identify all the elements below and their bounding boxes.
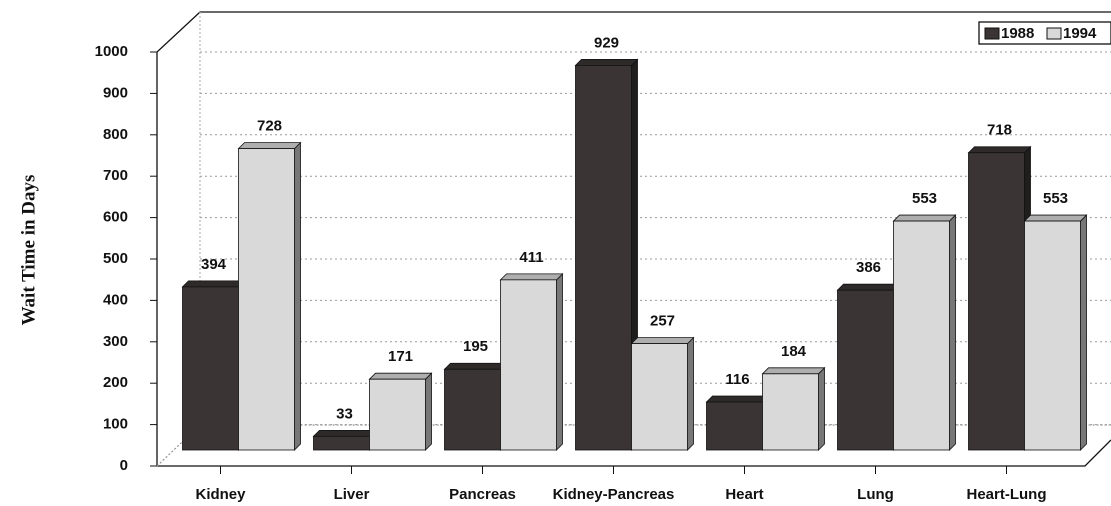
bar-side: [294, 141, 301, 451]
bar-front: [893, 220, 950, 451]
value-label: 553: [912, 190, 937, 207]
frame-floor: [157, 439, 1111, 467]
bar-top: [705, 395, 770, 403]
value-label: 257: [650, 313, 675, 330]
legend: 1988 1994: [978, 21, 1111, 45]
legend-box: [978, 21, 1111, 45]
x-tick-label: Liver: [334, 486, 370, 503]
bar: [967, 145, 1032, 451]
value-label: 195: [463, 338, 488, 355]
bar-top: [443, 362, 508, 370]
bar-top: [761, 367, 826, 375]
value-label: 553: [1043, 190, 1068, 207]
bar-front: [444, 368, 501, 451]
y-tick-label: 300: [103, 333, 128, 350]
y-tick-label: 400: [103, 291, 128, 308]
value-label: 171: [388, 348, 413, 365]
bar-top: [892, 214, 957, 222]
bar-side: [425, 372, 432, 451]
bar: [312, 429, 377, 451]
bar-top: [499, 273, 564, 281]
x-tick-label: Kidney: [195, 486, 246, 503]
bar: [705, 395, 770, 451]
bar-front: [313, 435, 370, 451]
legend-swatch: [984, 27, 1000, 40]
x-tick-label: Lung: [857, 486, 894, 503]
bar-top: [312, 429, 377, 437]
y-tick-label: 200: [103, 374, 128, 391]
bar-front: [575, 64, 632, 451]
bar-front: [706, 401, 763, 451]
bar-side: [687, 336, 694, 451]
bar-top: [836, 283, 901, 291]
bar: [499, 272, 564, 451]
y-tick-label: 600: [103, 209, 128, 226]
x-tick-label: Heart: [725, 486, 763, 503]
x-tick-label: Heart-Lung: [967, 486, 1047, 503]
y-tick-label: 0: [120, 457, 128, 474]
bar-front: [238, 148, 295, 451]
legend-label: 1994: [1063, 25, 1097, 42]
bar-front: [369, 378, 426, 451]
y-axis-title: Wait Time in Days: [18, 175, 39, 326]
bar-side: [949, 214, 956, 451]
value-label: 394: [201, 256, 227, 273]
value-label: 386: [856, 259, 881, 276]
legend-swatch: [1046, 27, 1062, 40]
value-label: 33: [336, 405, 353, 422]
bar-front: [837, 289, 894, 451]
y-tick-label: 700: [103, 167, 128, 184]
bar-front: [631, 343, 688, 451]
value-label: 929: [594, 34, 619, 51]
value-label: 728: [257, 118, 282, 135]
bar: [574, 58, 639, 451]
y-tick-label: 1000: [95, 43, 128, 60]
bar-top: [1023, 214, 1088, 222]
value-label: 411: [519, 249, 543, 266]
bar-side: [1080, 214, 1087, 451]
bar-top: [630, 337, 695, 345]
bar-front: [762, 373, 819, 451]
y-tick-label: 100: [103, 416, 128, 433]
bar: [237, 141, 302, 451]
y-tick-label: 800: [103, 126, 128, 143]
bar-top: [967, 146, 1032, 154]
bar: [1023, 214, 1088, 451]
bar-front: [968, 152, 1025, 451]
x-tick-label: Kidney-Pancreas: [553, 486, 675, 503]
bar-side: [818, 366, 825, 451]
bar: [892, 214, 957, 451]
x-tick-label: Pancreas: [449, 486, 516, 503]
bar-side: [556, 272, 563, 451]
bar: [630, 336, 695, 451]
bar-front: [500, 279, 557, 451]
bar-top: [237, 142, 302, 150]
bar: [368, 372, 433, 451]
value-label: 718: [987, 122, 1012, 139]
bar-top: [368, 372, 433, 380]
bar: [836, 283, 901, 451]
value-label: 116: [725, 371, 749, 388]
bar-top: [574, 58, 639, 66]
bar-front: [182, 286, 239, 451]
value-label: 184: [781, 343, 807, 360]
bar: [761, 366, 826, 451]
bar-front: [1024, 220, 1081, 451]
y-tick-label: 500: [103, 250, 128, 267]
bar: [443, 362, 508, 451]
bar-top: [181, 280, 246, 288]
legend-label: 1988: [1001, 25, 1034, 42]
y-tick-label: 900: [103, 84, 128, 101]
bar: [181, 279, 246, 451]
